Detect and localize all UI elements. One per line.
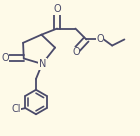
Text: O: O	[1, 53, 9, 64]
Text: O: O	[72, 47, 80, 57]
Text: Cl: Cl	[11, 104, 21, 115]
Text: O: O	[53, 4, 61, 14]
Text: O: O	[96, 34, 104, 44]
Text: N: N	[38, 59, 46, 69]
